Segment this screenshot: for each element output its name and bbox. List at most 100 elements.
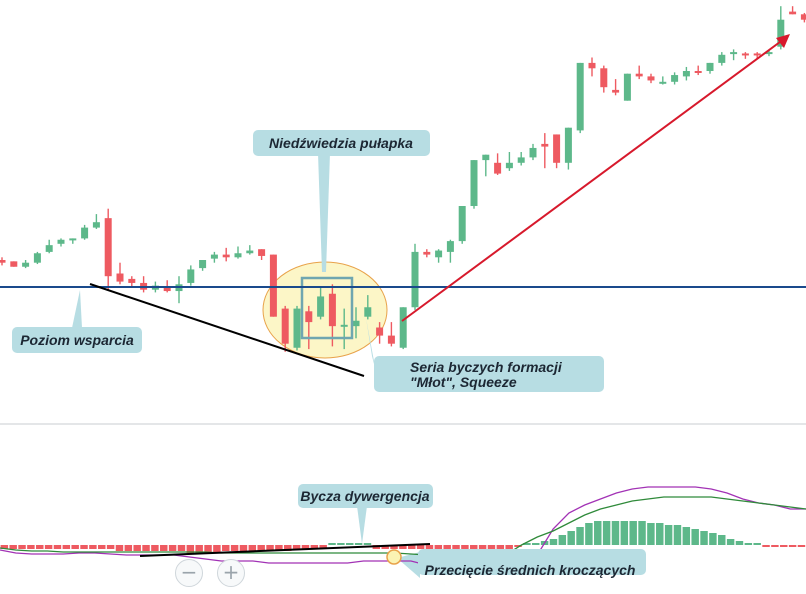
- series-callout: [374, 356, 604, 392]
- histogram-bar: [673, 525, 682, 545]
- histogram-bar: [151, 545, 159, 551]
- candle-body: [352, 320, 360, 327]
- candle-body: [423, 251, 431, 255]
- candle-body: [600, 68, 608, 88]
- candle-body: [494, 162, 502, 174]
- histogram-bar: [585, 523, 593, 545]
- histogram-bar: [381, 545, 389, 549]
- histogram-bar: [682, 527, 691, 545]
- candle-body: [789, 11, 797, 15]
- uptrend-arrow: [401, 34, 790, 322]
- candle-body: [305, 311, 313, 323]
- support-callout: [12, 327, 142, 353]
- candle-body: [187, 269, 195, 283]
- histogram-bar: [160, 545, 168, 551]
- histogram-bar: [53, 545, 62, 549]
- histogram-bar: [753, 543, 761, 545]
- candle-body: [328, 293, 336, 327]
- crossover-marker: [386, 549, 402, 565]
- histogram-bar: [124, 545, 133, 551]
- candle-body: [741, 53, 749, 56]
- histogram-bar: [620, 521, 629, 545]
- histogram-bar: [62, 545, 71, 549]
- histogram-bar: [611, 521, 620, 545]
- zoom-in-button[interactable]: +: [217, 559, 245, 587]
- candle-body: [541, 143, 549, 147]
- divergence-line: [139, 543, 431, 557]
- histogram-bar: [44, 545, 53, 549]
- candle-body: [399, 307, 407, 348]
- candle-body: [210, 254, 218, 259]
- candle-body: [446, 241, 454, 252]
- histogram-bar: [195, 545, 203, 553]
- candle-body: [128, 278, 136, 283]
- histogram-bar: [310, 545, 319, 549]
- histogram-bar: [337, 543, 345, 545]
- candle-body: [340, 324, 348, 327]
- candle-body: [22, 262, 30, 267]
- histogram-bar: [505, 545, 513, 549]
- zoom-out-button[interactable]: −: [175, 559, 203, 587]
- histogram-bar: [558, 535, 567, 545]
- histogram-bar: [638, 521, 646, 545]
- histogram-bar: [168, 545, 177, 551]
- histogram-bar: [700, 531, 708, 545]
- candle-body: [234, 253, 242, 258]
- histogram-bar: [266, 545, 274, 551]
- candle-body: [529, 147, 537, 158]
- histogram-bar: [399, 545, 407, 549]
- histogram-bar: [416, 545, 425, 549]
- histogram-bar: [478, 545, 487, 549]
- histogram-bar: [744, 543, 753, 545]
- histogram-bar: [709, 533, 717, 545]
- histogram-bar: [425, 545, 434, 549]
- trap-label: Niedźwiedzia pułapka: [269, 135, 413, 151]
- histogram-bar: [452, 545, 460, 549]
- histogram-bar: [27, 545, 35, 549]
- candle-body: [576, 62, 584, 131]
- histogram-bar: [487, 545, 496, 549]
- candle-body: [647, 76, 655, 81]
- histogram-bar: [89, 545, 97, 549]
- histogram-bar: [0, 545, 9, 549]
- candle-body: [199, 260, 207, 269]
- candle-body: [612, 89, 620, 93]
- histogram-bar: [71, 545, 79, 549]
- signal-line: [0, 496, 806, 562]
- divergence-callout-pointer: [357, 506, 367, 544]
- histogram-bar: [771, 545, 779, 547]
- candle-body: [635, 73, 643, 77]
- histogram-bar: [230, 545, 239, 551]
- candle-body: [10, 261, 18, 267]
- histogram-bar: [142, 545, 150, 551]
- series-callout-pointer: [366, 318, 376, 372]
- histogram-bar: [726, 539, 735, 545]
- series-label-line2: "Młot", Squeeze: [410, 374, 517, 390]
- candle-body: [269, 254, 277, 317]
- candle-body: [623, 73, 631, 101]
- candle-body: [81, 227, 89, 239]
- candle-body: [45, 245, 53, 252]
- histogram-bar: [390, 545, 398, 549]
- price-candles-zone: [269, 254, 395, 352]
- divergence-callout: [298, 484, 433, 508]
- histogram-bar: [80, 545, 88, 549]
- histogram-bar: [363, 543, 372, 545]
- histogram-bar: [222, 545, 230, 551]
- crossover-label: Przecięcie średnich kroczących: [425, 562, 636, 578]
- histogram-bar: [133, 545, 141, 551]
- candle-body: [458, 206, 466, 242]
- histogram-bar: [204, 545, 212, 553]
- histogram-bar: [115, 545, 124, 551]
- histogram-bar: [496, 545, 505, 549]
- bear-trap-box: [300, 276, 354, 340]
- candle-body: [69, 238, 77, 241]
- candle-body: [694, 71, 702, 73]
- histogram-bar: [691, 529, 699, 545]
- candle-body: [482, 154, 490, 161]
- candle-body: [505, 162, 513, 169]
- support-callout-pointer: [72, 290, 82, 328]
- histogram-bar: [239, 545, 248, 551]
- candle-body: [753, 53, 761, 56]
- support-label: Poziom wsparcia: [20, 332, 134, 348]
